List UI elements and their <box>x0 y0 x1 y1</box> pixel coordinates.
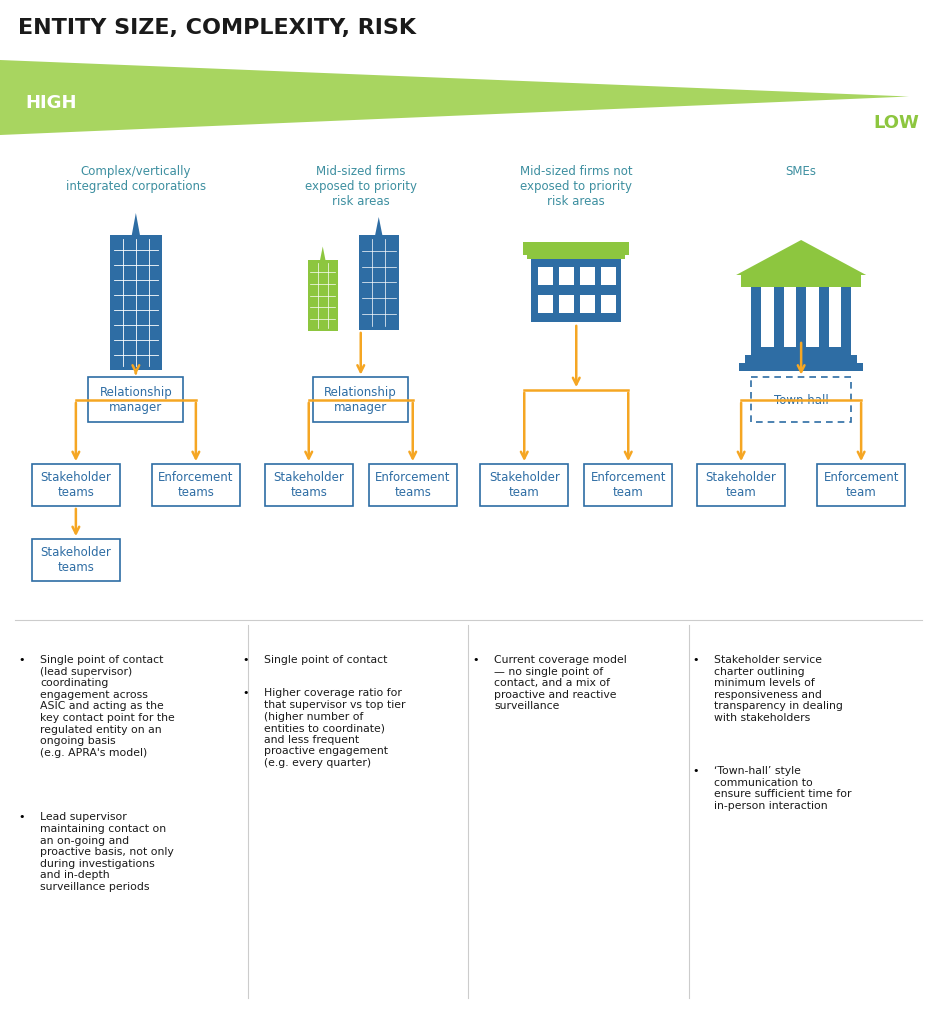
Text: •: • <box>472 655 478 665</box>
Polygon shape <box>736 240 865 275</box>
Text: Lead supervisor
maintaining contact on
an on-going and
proactive basis, not only: Lead supervisor maintaining contact on a… <box>40 812 173 892</box>
Text: Mid-sized firms
exposed to priority
risk areas: Mid-sized firms exposed to priority risk… <box>304 165 417 208</box>
Text: •: • <box>692 766 697 776</box>
Text: Stakeholder
teams: Stakeholder teams <box>273 471 344 499</box>
Text: •: • <box>692 655 697 665</box>
Text: Stakeholder
teams: Stakeholder teams <box>40 471 111 499</box>
FancyBboxPatch shape <box>265 464 352 506</box>
FancyBboxPatch shape <box>32 539 120 581</box>
FancyBboxPatch shape <box>696 464 784 506</box>
Bar <box>579 295 594 313</box>
Text: Relationship
manager: Relationship manager <box>99 386 172 414</box>
Bar <box>600 295 615 313</box>
Text: LOW: LOW <box>872 113 918 132</box>
FancyBboxPatch shape <box>751 378 850 422</box>
Bar <box>579 267 594 285</box>
Bar <box>740 275 860 287</box>
Bar <box>527 252 624 259</box>
Text: Stakeholder
team: Stakeholder team <box>489 471 559 499</box>
Text: Stakeholder
teams: Stakeholder teams <box>40 546 111 574</box>
Text: Town hall: Town hall <box>773 393 827 406</box>
Text: Relationship
manager: Relationship manager <box>324 386 397 414</box>
Bar <box>531 259 621 322</box>
Polygon shape <box>0 60 908 135</box>
Text: Complex/vertically
integrated corporations: Complex/vertically integrated corporatio… <box>66 165 206 193</box>
Bar <box>751 347 850 355</box>
Bar <box>739 363 862 371</box>
FancyBboxPatch shape <box>313 378 408 422</box>
Polygon shape <box>374 217 382 237</box>
FancyBboxPatch shape <box>369 464 456 506</box>
Bar <box>110 235 162 370</box>
Text: Single point of contact
(lead supervisor)
coordinating
engagement across
ASIC an: Single point of contact (lead supervisor… <box>40 655 174 758</box>
Polygon shape <box>319 246 326 261</box>
Text: Stakeholder service
charter outlining
minimum levels of
responsiveness and
trans: Stakeholder service charter outlining mi… <box>713 655 842 723</box>
Bar <box>751 287 760 347</box>
Bar <box>841 287 850 347</box>
Text: Enforcement
team: Enforcement team <box>823 471 898 499</box>
Bar <box>818 287 827 347</box>
Text: •: • <box>18 812 24 823</box>
Polygon shape <box>131 213 140 240</box>
Bar <box>600 267 615 285</box>
Bar <box>522 242 629 255</box>
Bar <box>559 295 574 313</box>
FancyBboxPatch shape <box>32 464 120 506</box>
FancyBboxPatch shape <box>480 464 567 506</box>
Bar <box>537 267 552 285</box>
Text: Higher coverage ratio for
that supervisor vs top tier
(higher number of
entities: Higher coverage ratio for that superviso… <box>264 689 405 768</box>
Text: •: • <box>241 655 248 665</box>
Text: Enforcement
teams: Enforcement teams <box>158 471 233 499</box>
Text: •: • <box>241 689 248 699</box>
FancyBboxPatch shape <box>152 464 240 506</box>
Text: Enforcement
team: Enforcement team <box>590 471 665 499</box>
Text: HIGH: HIGH <box>25 93 77 111</box>
Text: Single point of contact: Single point of contact <box>264 655 387 665</box>
FancyBboxPatch shape <box>584 464 671 506</box>
Bar <box>358 235 399 330</box>
Bar <box>744 355 856 363</box>
Text: Enforcement
teams: Enforcement teams <box>374 471 450 499</box>
Text: Stakeholder
team: Stakeholder team <box>705 471 776 499</box>
FancyBboxPatch shape <box>816 464 904 506</box>
Bar <box>796 287 805 347</box>
Text: ‘Town-hall’ style
communication to
ensure sufficient time for
in-person interact: ‘Town-hall’ style communication to ensur… <box>713 766 851 810</box>
Bar <box>559 267 574 285</box>
Text: ENTITY SIZE, COMPLEXITY, RISK: ENTITY SIZE, COMPLEXITY, RISK <box>18 18 416 38</box>
Bar <box>537 295 552 313</box>
Text: Mid-sized firms not
exposed to priority
risk areas: Mid-sized firms not exposed to priority … <box>519 165 632 208</box>
FancyBboxPatch shape <box>88 378 183 422</box>
Bar <box>773 287 782 347</box>
Text: Current coverage model
— no single point of
contact, and a mix of
proactive and : Current coverage model — no single point… <box>493 655 626 711</box>
Text: SMEs: SMEs <box>784 165 816 178</box>
Bar <box>307 260 337 331</box>
Text: •: • <box>18 655 24 665</box>
